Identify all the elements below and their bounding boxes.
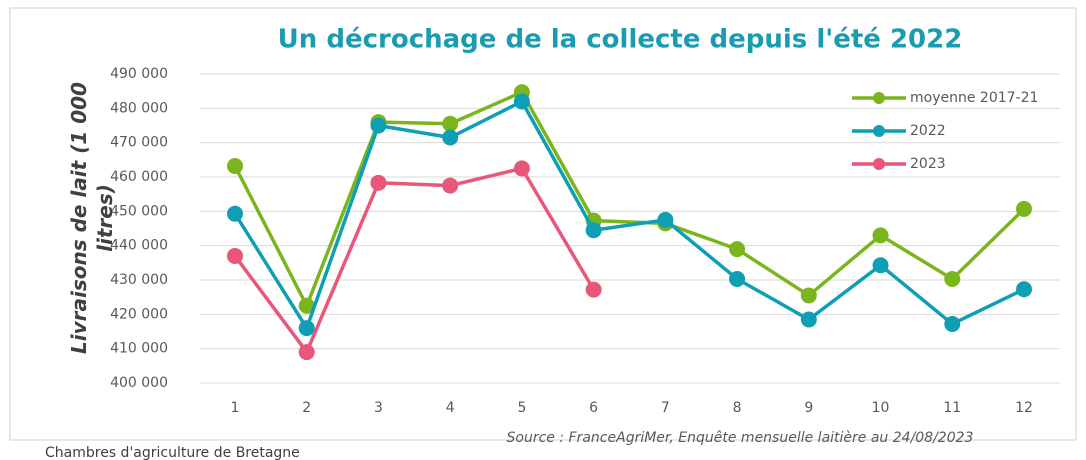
data-point (872, 227, 889, 244)
data-point (370, 117, 387, 134)
y-tick-label: 410 000 (110, 341, 168, 357)
data-point (442, 115, 459, 132)
data-point (1016, 281, 1032, 298)
data-point (729, 270, 746, 287)
y-tick-label: 430 000 (110, 272, 168, 288)
data-point (442, 177, 459, 194)
x-tick-label: 11 (943, 400, 961, 416)
source: Source : FranceAgriMer, Enquête mensuell… (507, 430, 974, 446)
x-tick-label: 8 (733, 400, 742, 416)
y-tick-label: 490 000 (110, 66, 168, 82)
data-point (585, 281, 602, 298)
y-axis-label: Livraisons de lait (1 000 litres) (67, 82, 117, 354)
x-tick-label: 2 (302, 400, 311, 416)
x-tick-label: 7 (661, 400, 670, 416)
legend-label: 2022 (910, 123, 946, 139)
data-point (442, 129, 459, 146)
x-tick-label: 4 (446, 400, 455, 416)
data-point (513, 160, 530, 177)
series-line (233, 89, 1026, 311)
data-point (944, 270, 961, 287)
data-point (729, 241, 746, 258)
y-tick-label: 460 000 (110, 169, 168, 185)
series-line (233, 99, 1025, 333)
y-tick-label: 440 000 (110, 238, 168, 254)
data-point (944, 315, 961, 332)
legend-marker (873, 158, 885, 170)
data-point (657, 211, 674, 228)
legend-label: moyenne 2017-21 (910, 90, 1038, 106)
y-tick-label: 470 000 (110, 135, 168, 151)
data-point (227, 247, 243, 264)
data-point (298, 344, 315, 361)
x-tick-label: 5 (517, 400, 526, 416)
legend-marker (873, 92, 885, 104)
data-point (227, 205, 243, 222)
x-tick-label: 3 (374, 400, 383, 416)
y-tick-label: 480 000 (110, 100, 168, 116)
chart-title: Un décrochage de la collecte depuis l'ét… (278, 25, 963, 55)
data-point (227, 158, 243, 175)
data-point (298, 297, 315, 314)
data-point (298, 320, 315, 337)
data-point (370, 174, 387, 191)
data-point (585, 222, 602, 239)
y-tick-label: 400 000 (110, 375, 168, 391)
x-tick-label: 9 (804, 400, 813, 416)
legend-label: 2023 (910, 156, 946, 172)
data-point (800, 287, 817, 304)
x-tick-label: 1 (231, 400, 240, 416)
data-point (800, 311, 817, 328)
data-point (513, 93, 530, 110)
footer: Chambres d'agriculture de Bretagne (45, 445, 300, 460)
y-tick-label: 450 000 (110, 203, 168, 219)
x-tick-label: 12 (1015, 400, 1033, 416)
series-line (233, 166, 596, 356)
y-tick-label: 420 000 (110, 306, 168, 322)
data-point (1016, 200, 1032, 217)
legend-marker (873, 125, 885, 137)
x-tick-label: 10 (872, 400, 890, 416)
x-tick-label: 6 (589, 400, 598, 416)
frame (9, 7, 1077, 441)
data-point (872, 257, 889, 274)
